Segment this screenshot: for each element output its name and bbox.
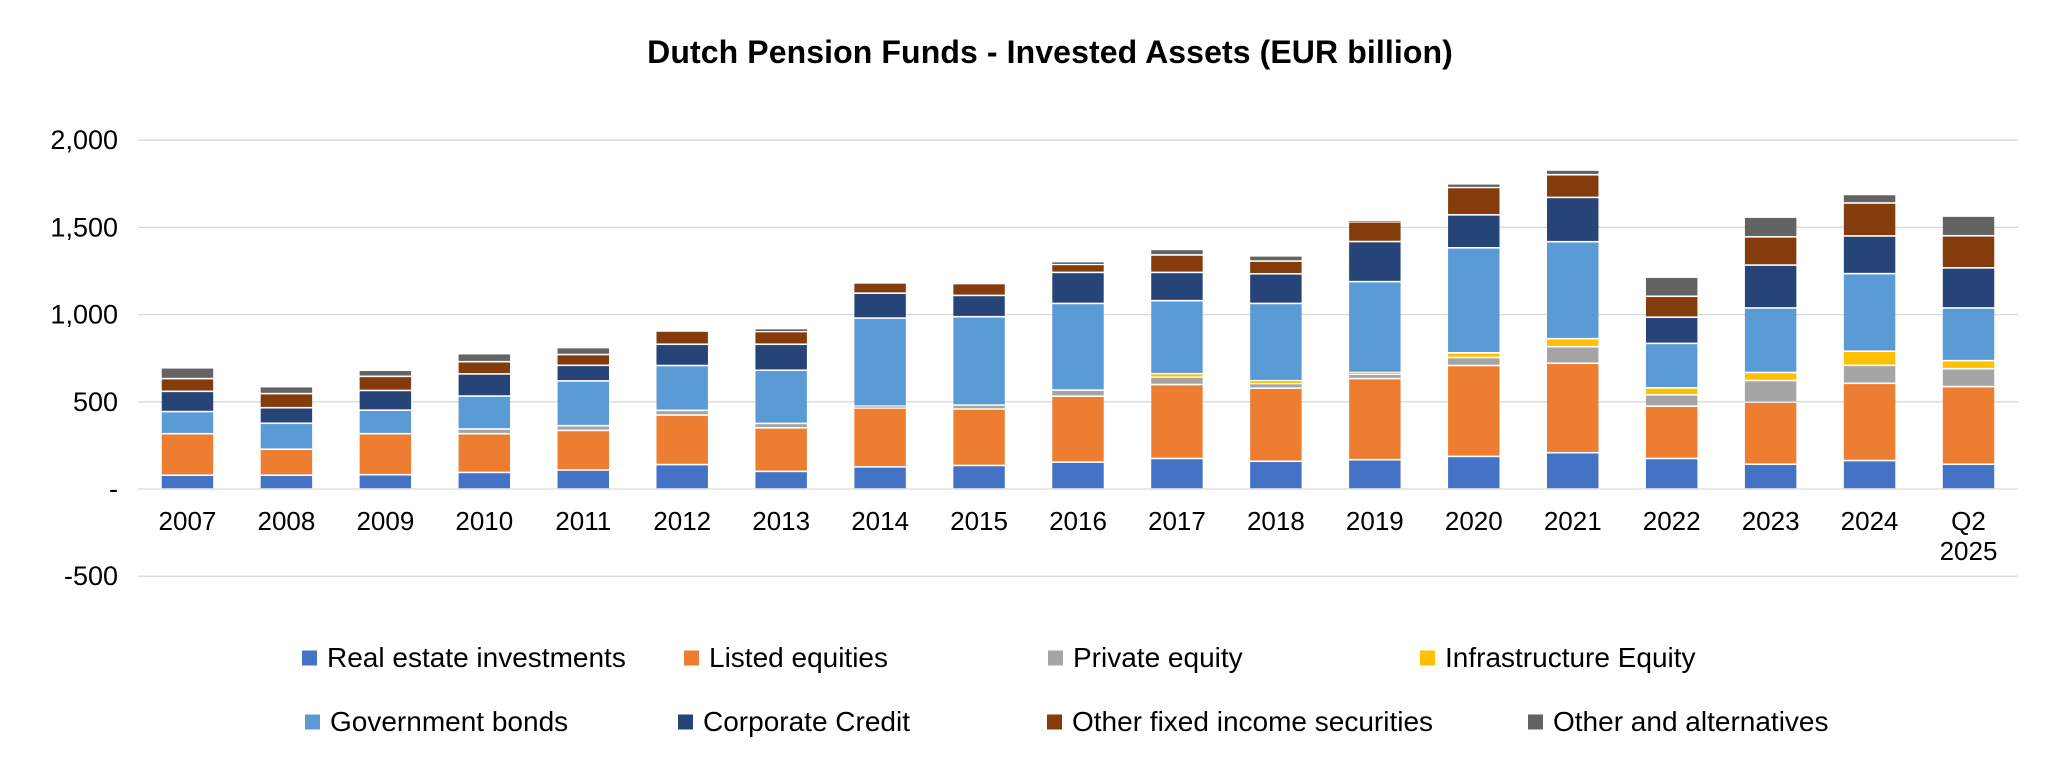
svg-text:2020: 2020 [1445, 506, 1503, 536]
svg-text:Other fixed income securities: Other fixed income securities [1072, 706, 1433, 737]
svg-text:2024: 2024 [1841, 506, 1899, 536]
svg-text:2014: 2014 [851, 506, 909, 536]
svg-text:2007: 2007 [159, 506, 217, 536]
svg-text:500: 500 [73, 387, 118, 417]
svg-text:Q2: Q2 [1951, 506, 1986, 536]
svg-text:-500: -500 [64, 561, 118, 591]
svg-text:2011: 2011 [555, 506, 611, 536]
svg-text:Private equity: Private equity [1073, 642, 1243, 673]
svg-text:Dutch Pension Funds - Invested: Dutch Pension Funds - Invested Assets (E… [647, 34, 1453, 70]
svg-text:2023: 2023 [1742, 506, 1800, 536]
svg-text:Corporate Credit: Corporate Credit [703, 706, 910, 737]
svg-text:2008: 2008 [257, 506, 315, 536]
svg-text:1,500: 1,500 [50, 212, 118, 242]
svg-text:2,000: 2,000 [50, 125, 118, 155]
svg-text:2012: 2012 [653, 506, 711, 536]
svg-text:Infrastructure Equity: Infrastructure Equity [1445, 642, 1696, 673]
svg-text:2015: 2015 [950, 506, 1008, 536]
svg-text:2021: 2021 [1544, 506, 1602, 536]
svg-text:2019: 2019 [1346, 506, 1404, 536]
svg-text:2013: 2013 [752, 506, 810, 536]
svg-text:1,000: 1,000 [50, 300, 118, 330]
svg-text:2018: 2018 [1247, 506, 1305, 536]
svg-text:2017: 2017 [1148, 506, 1206, 536]
svg-text:Government bonds: Government bonds [330, 706, 568, 737]
svg-text:Other and alternatives: Other and alternatives [1553, 706, 1829, 737]
svg-text:Real estate investments: Real estate investments [327, 642, 626, 673]
svg-text:Listed equities: Listed equities [709, 642, 888, 673]
svg-text:2025: 2025 [1940, 536, 1998, 566]
svg-text:2016: 2016 [1049, 506, 1107, 536]
svg-text:-: - [109, 474, 118, 504]
svg-text:2022: 2022 [1643, 506, 1701, 536]
svg-text:2010: 2010 [455, 506, 513, 536]
svg-text:2009: 2009 [356, 506, 414, 536]
